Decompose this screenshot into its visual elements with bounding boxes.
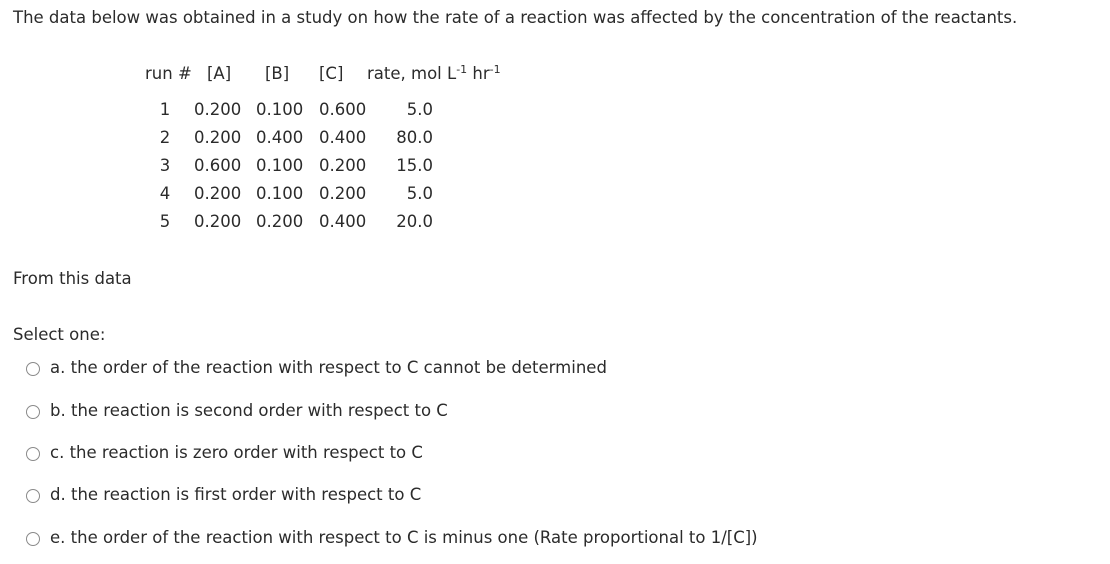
table-cell: 0.200 [194,128,242,147]
table-cell: 0.200 [194,212,242,231]
table-cell: 2 [159,128,171,147]
table-cell: 0.200 [256,212,304,231]
radio-button[interactable] [26,489,40,503]
table-cell: 0.600 [319,100,367,119]
table-cell: 0.400 [256,128,304,147]
table-cell: 5.0 [406,184,433,203]
table-cell: 15.0 [396,156,433,175]
header-text: [A] [207,64,232,83]
table-header-cell: [C] [319,64,343,84]
table-cell: 0.600 [194,156,242,175]
table-cell: 0.100 [256,156,304,175]
table-cell: 4 [159,184,171,203]
radio-button[interactable] [26,362,40,376]
option-text: the reaction is zero order with respect … [69,443,423,462]
option-text: the order of the reaction with respect t… [70,358,607,377]
option-letter: c. [50,443,65,462]
table-cell: 0.200 [194,184,242,203]
radio-button[interactable] [26,447,40,461]
header-text: hr [467,64,490,83]
table-cell: 3 [159,156,171,175]
option-label[interactable]: a. the order of the reaction with respec… [50,358,607,378]
option-letter: d. [50,485,66,504]
option-text: the reaction is first order with respect… [70,485,422,504]
option-letter: b. [50,401,66,420]
table-cell: 0.200 [194,100,242,119]
radio-button[interactable] [26,532,40,546]
radio-button[interactable] [26,405,40,419]
intro-text: The data below was obtained in a study o… [13,8,1018,27]
option-label[interactable]: e. the order of the reaction with respec… [50,528,758,548]
superscript: -1 [456,63,468,76]
select-label: Select one: [13,325,106,344]
header-text: [C] [319,64,344,83]
table-cell: 20.0 [396,212,433,231]
option-label[interactable]: d. the reaction is first order with resp… [50,485,421,505]
table-cell: 0.400 [319,212,367,231]
table-cell: 0.200 [319,156,367,175]
table-header-cell: rate, mol L-1 hr-1 [367,64,501,84]
option-letter: e. [50,528,66,547]
table-header-cell: [B] [265,64,289,84]
table-cell: 0.100 [256,184,304,203]
table-cell: 1 [159,100,171,119]
header-text: run # [145,64,192,83]
option-label[interactable]: b. the reaction is second order with res… [50,401,448,421]
table-header-cell: [A] [207,64,231,84]
prompt-text: From this data [13,269,132,288]
option-text: the reaction is second order with respec… [70,401,448,420]
option-label[interactable]: c. the reaction is zero order with respe… [50,443,423,463]
table-cell: 5 [159,212,171,231]
superscript: -1 [489,63,501,76]
option-letter: a. [50,358,66,377]
table-cell: 80.0 [396,128,433,147]
table-cell: 5.0 [406,100,433,119]
option-text: the order of the reaction with respect t… [70,528,758,547]
header-text: [B] [265,64,290,83]
table-cell: 0.100 [256,100,304,119]
table-cell: 0.400 [319,128,367,147]
table-header-cell: run # [145,64,192,84]
header-text: rate, mol L [367,64,457,83]
table-cell: 0.200 [319,184,367,203]
